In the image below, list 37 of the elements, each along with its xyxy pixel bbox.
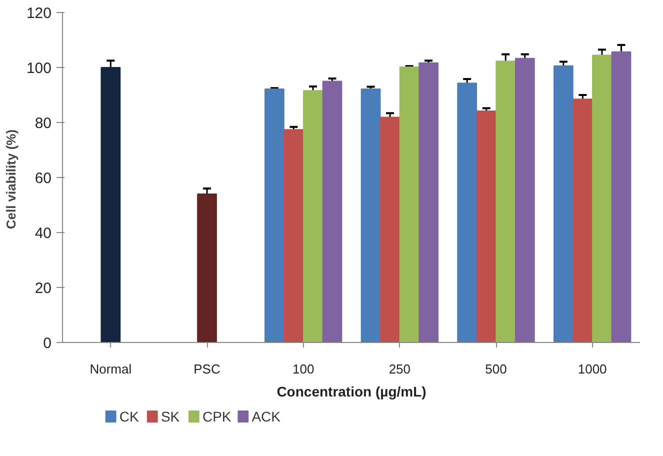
- x-tick-label: 100: [292, 362, 314, 376]
- bar: [264, 88, 284, 342]
- bar: [399, 66, 420, 342]
- y-tick-label: 0: [43, 335, 52, 352]
- bar: [360, 88, 381, 342]
- bar: [303, 90, 323, 342]
- bar: [284, 129, 304, 342]
- bar: [572, 98, 593, 342]
- legend-label: CPK: [202, 408, 232, 424]
- legend-label: SK: [160, 408, 180, 424]
- bar: [514, 58, 535, 342]
- bar: [197, 194, 217, 342]
- x-tick-label: Normal: [90, 362, 132, 376]
- x-axis-title: Concentration (µg/mL): [276, 384, 426, 400]
- legend-label: ACK: [252, 408, 282, 424]
- bar: [418, 62, 439, 342]
- y-tick-label: 40: [34, 225, 52, 242]
- bar: [100, 67, 121, 342]
- bar: [611, 51, 632, 342]
- x-tick-label: 500: [485, 362, 507, 376]
- x-tick-label: 250: [388, 362, 411, 376]
- bar: [322, 80, 342, 342]
- bar: [592, 54, 612, 342]
- y-tick-label: 20: [34, 280, 52, 297]
- bar: [553, 65, 574, 342]
- bar: [476, 110, 496, 342]
- x-tick-label: PSC: [194, 362, 220, 376]
- y-axis-title: Cell viability (%): [3, 129, 18, 230]
- y-tick-label: 80: [34, 115, 52, 132]
- y-tick-label: 120: [26, 5, 52, 22]
- x-tick-label: 1000: [578, 362, 607, 376]
- bar: [380, 116, 400, 342]
- bar: [496, 60, 516, 342]
- y-tick-label: 100: [26, 60, 52, 77]
- bar: [457, 82, 478, 342]
- legend-label: CK: [119, 408, 140, 424]
- y-tick-label: 60: [34, 170, 52, 187]
